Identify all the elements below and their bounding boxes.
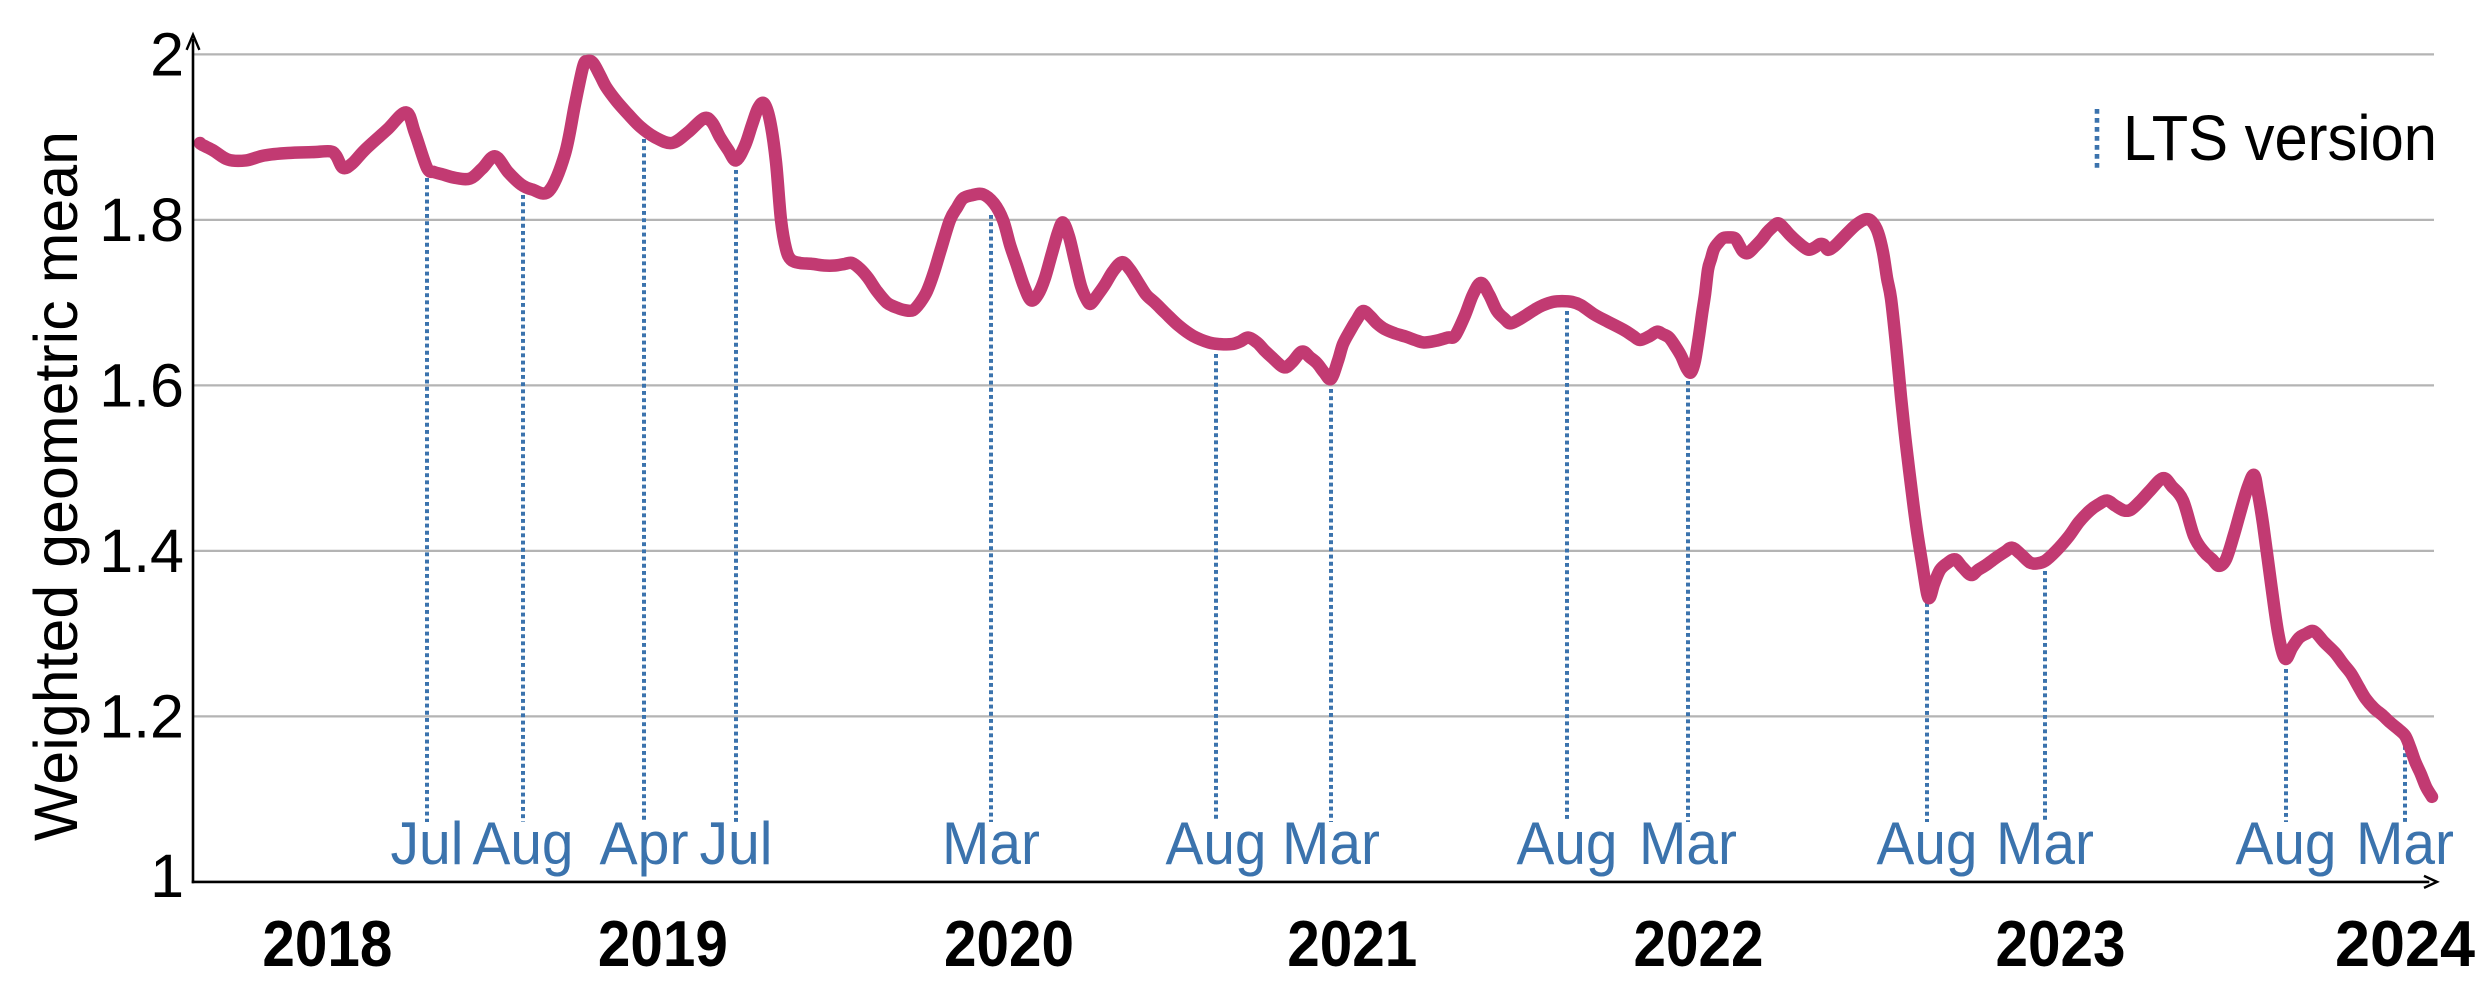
svg-text:Jul: Jul <box>391 810 464 877</box>
svg-text:2021: 2021 <box>1287 907 1417 980</box>
svg-text:1.6: 1.6 <box>99 351 184 419</box>
svg-text:2: 2 <box>150 20 184 88</box>
svg-text:2022: 2022 <box>1634 907 1764 980</box>
svg-text:Aug: Aug <box>2236 810 2337 877</box>
svg-text:Mar: Mar <box>1996 810 2094 877</box>
svg-text:Mar: Mar <box>942 810 1040 877</box>
svg-text:Aug: Aug <box>473 810 574 877</box>
svg-text:Mar: Mar <box>1282 810 1380 877</box>
svg-text:Mar: Mar <box>1639 810 1737 877</box>
svg-text:2023: 2023 <box>1996 907 2126 980</box>
svg-text:2019: 2019 <box>598 907 728 980</box>
svg-text:Jul: Jul <box>700 810 773 877</box>
svg-text:Mar: Mar <box>2356 810 2454 877</box>
svg-text:1.4: 1.4 <box>99 517 184 585</box>
svg-text:Aug: Aug <box>1166 810 1267 877</box>
svg-text:LTS version: LTS version <box>2123 102 2437 174</box>
svg-text:Weighted geometric mean: Weighted geometric mean <box>22 131 90 841</box>
svg-text:2018: 2018 <box>262 907 392 980</box>
svg-text:2020: 2020 <box>944 907 1074 980</box>
svg-text:Apr: Apr <box>600 810 689 877</box>
svg-text:2024: 2024 <box>2335 907 2475 980</box>
svg-text:1.2: 1.2 <box>99 682 184 750</box>
svg-text:1.8: 1.8 <box>99 186 184 254</box>
svg-text:Aug: Aug <box>1877 810 1978 877</box>
svg-text:1: 1 <box>150 842 184 910</box>
svg-text:Aug: Aug <box>1517 810 1618 877</box>
